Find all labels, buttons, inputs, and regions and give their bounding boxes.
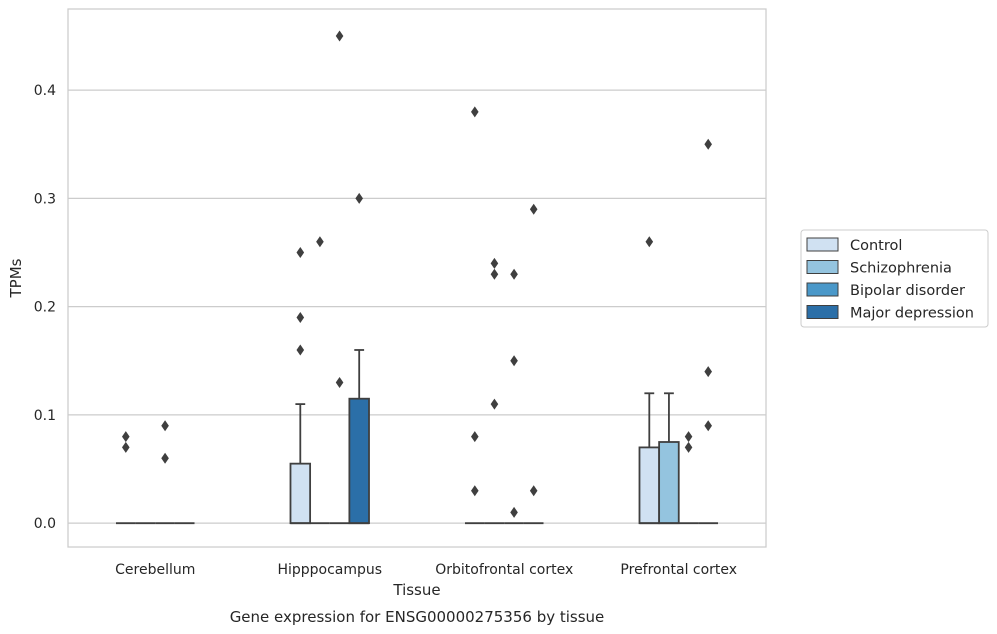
y-tick-label: 0.3 [34, 191, 56, 207]
y-tick-label: 0.4 [34, 83, 56, 99]
series-major-depression [174, 138, 719, 525]
outlier-point [684, 441, 693, 453]
outlier-point [161, 420, 169, 432]
y-tick-label: 0.1 [34, 408, 56, 424]
outlier-point [490, 268, 499, 280]
outlier-point [355, 192, 363, 204]
outlier-point [122, 431, 130, 443]
outlier-point [471, 485, 479, 497]
legend-swatch [806, 305, 839, 319]
chart-title: Gene expression for ENSG00000275356 by t… [230, 608, 605, 626]
outlier-point [529, 203, 538, 215]
x-tick-label: Prefrontal cortex [620, 562, 737, 578]
x-axis-label: Tissue [392, 581, 440, 599]
outlier-point [645, 236, 654, 248]
y-tick-label: 0.2 [34, 300, 56, 316]
outlier-point [296, 344, 305, 356]
outlier-point [529, 485, 538, 497]
outlier-point [684, 431, 693, 443]
box [289, 462, 312, 525]
outlier-point [316, 236, 324, 248]
outlier-point [161, 452, 169, 464]
y-tick-label: 0.0 [34, 516, 56, 532]
legend-swatch [806, 282, 839, 297]
outlier-point [296, 247, 305, 259]
outlier-point [510, 268, 518, 280]
outlier-point [510, 506, 518, 518]
series-bipolar-disorder [155, 30, 699, 525]
outlier-point [296, 312, 305, 324]
outlier-point [704, 420, 712, 432]
legend-frame [800, 229, 989, 328]
outlier-point [510, 355, 518, 367]
outlier-point [490, 257, 499, 269]
series-schizophrenia [135, 236, 680, 525]
x-tick-label: Orbitofrontal cortex [435, 562, 573, 578]
legend-swatch [806, 237, 839, 252]
outlier-point [704, 366, 712, 378]
outlier-point [471, 431, 479, 443]
legend-label: Major depression [850, 306, 974, 322]
legend-label: Bipolar disorder [850, 283, 965, 299]
box [658, 441, 680, 525]
outlier-point [335, 30, 344, 42]
box-series [115, 30, 719, 525]
outlier-point [704, 138, 712, 150]
legend-swatch [806, 260, 839, 274]
legend: Control Schizophrenia Bipolar disorder Majo… [800, 229, 989, 328]
x-tick-label: Hipppocampus [277, 562, 382, 578]
box [348, 397, 370, 525]
outlier-point [490, 398, 499, 410]
x-tick-label: Cerebellum [115, 562, 195, 578]
series-control [115, 106, 661, 525]
y-axis-label: TPMs [7, 258, 25, 298]
legend-label: Control [850, 238, 902, 254]
box [638, 446, 661, 525]
y-axis-ticks: 0.0 0.1 0.2 0.3 0.4 [34, 83, 56, 532]
outlier-point [471, 106, 479, 118]
outlier-point [122, 441, 130, 453]
outlier-point [335, 376, 344, 388]
x-axis-ticks: Cerebellum Hipppocampus Orbitofrontal cort… [115, 562, 737, 578]
plot-frame [67, 8, 767, 548]
legend-label: Schizophrenia [850, 261, 952, 277]
